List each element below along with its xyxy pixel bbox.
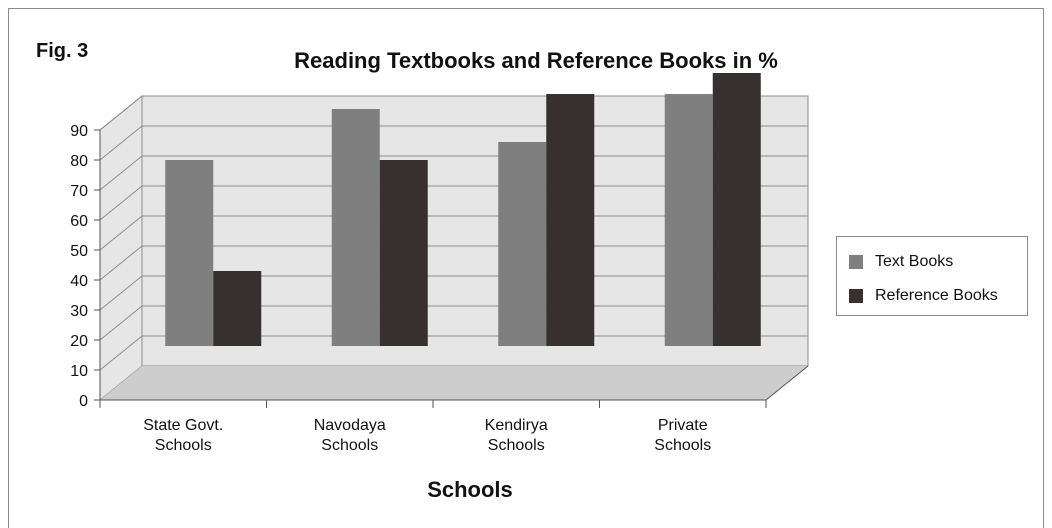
y-tick-label: 50 bbox=[70, 243, 88, 260]
gridline-side bbox=[99, 275, 143, 311]
legend-label-text-books: Text Books bbox=[875, 253, 954, 270]
y-tick-label: 80 bbox=[70, 153, 88, 170]
x-tick-label-0-0: State Govt. bbox=[143, 417, 223, 434]
bar-reference-books-1 bbox=[379, 160, 428, 346]
gridline-side bbox=[99, 155, 143, 191]
x-axis-depth bbox=[765, 365, 809, 401]
floor bbox=[100, 366, 808, 400]
gridline-side bbox=[99, 215, 143, 251]
gridline-side bbox=[99, 335, 143, 371]
y-tick-label: 10 bbox=[70, 363, 88, 380]
x-tick-label-1-1: Schools bbox=[321, 437, 378, 454]
left-wall bbox=[99, 94, 143, 402]
x-tick-label-2-0: Kendirya bbox=[485, 417, 548, 434]
bar-reference-books-3 bbox=[712, 73, 761, 346]
bar-text-books-1 bbox=[331, 109, 380, 346]
x-tick-label-3-0: Private bbox=[658, 417, 708, 434]
y-tick-label: 60 bbox=[70, 213, 88, 230]
legend-item-reference-books: Reference Books bbox=[849, 287, 998, 305]
gridline-side bbox=[99, 245, 143, 281]
x-tick-label-2-1: Schools bbox=[488, 437, 545, 454]
y-tick-label: 70 bbox=[70, 183, 88, 200]
legend-item-text-books: Text Books bbox=[849, 253, 953, 271]
bar-text-books-3 bbox=[664, 94, 713, 346]
bar-reference-books-0 bbox=[213, 271, 262, 346]
legend-swatch-reference-books bbox=[849, 289, 863, 303]
legend-label-reference-books: Reference Books bbox=[875, 287, 998, 304]
bar-chart: 0 10 20 30 40 50 60 70 80 90 State Govt. Schools Na… bbox=[70, 73, 809, 454]
gridline-side bbox=[99, 125, 143, 161]
gridline-side bbox=[99, 95, 143, 131]
x-tick-label-0-1: Schools bbox=[155, 437, 212, 454]
legend-swatch-text-books bbox=[849, 255, 863, 269]
x-tick-label-3-1: Schools bbox=[654, 437, 711, 454]
y-tick-label: 30 bbox=[70, 303, 88, 320]
y-tick-label: 0 bbox=[79, 393, 88, 410]
x-tick-label-1-0: Navodaya bbox=[314, 417, 386, 434]
bar-text-books-2 bbox=[498, 142, 547, 346]
legend: Text Books Reference Books bbox=[836, 236, 1028, 316]
gridline-side bbox=[99, 185, 143, 221]
chart-frame bbox=[8, 8, 1044, 528]
gridline-side bbox=[99, 305, 143, 341]
bar-reference-books-2 bbox=[546, 94, 595, 346]
y-tick-label: 90 bbox=[70, 123, 88, 140]
chart-title: Reading Textbooks and Reference Books in… bbox=[294, 48, 778, 73]
y-tick-label: 20 bbox=[70, 333, 88, 350]
y-tick-label: 40 bbox=[70, 273, 88, 290]
x-axis-title: Schools bbox=[427, 477, 513, 502]
figure-label: Fig. 3 bbox=[36, 40, 89, 62]
bar-text-books-0 bbox=[165, 160, 214, 346]
